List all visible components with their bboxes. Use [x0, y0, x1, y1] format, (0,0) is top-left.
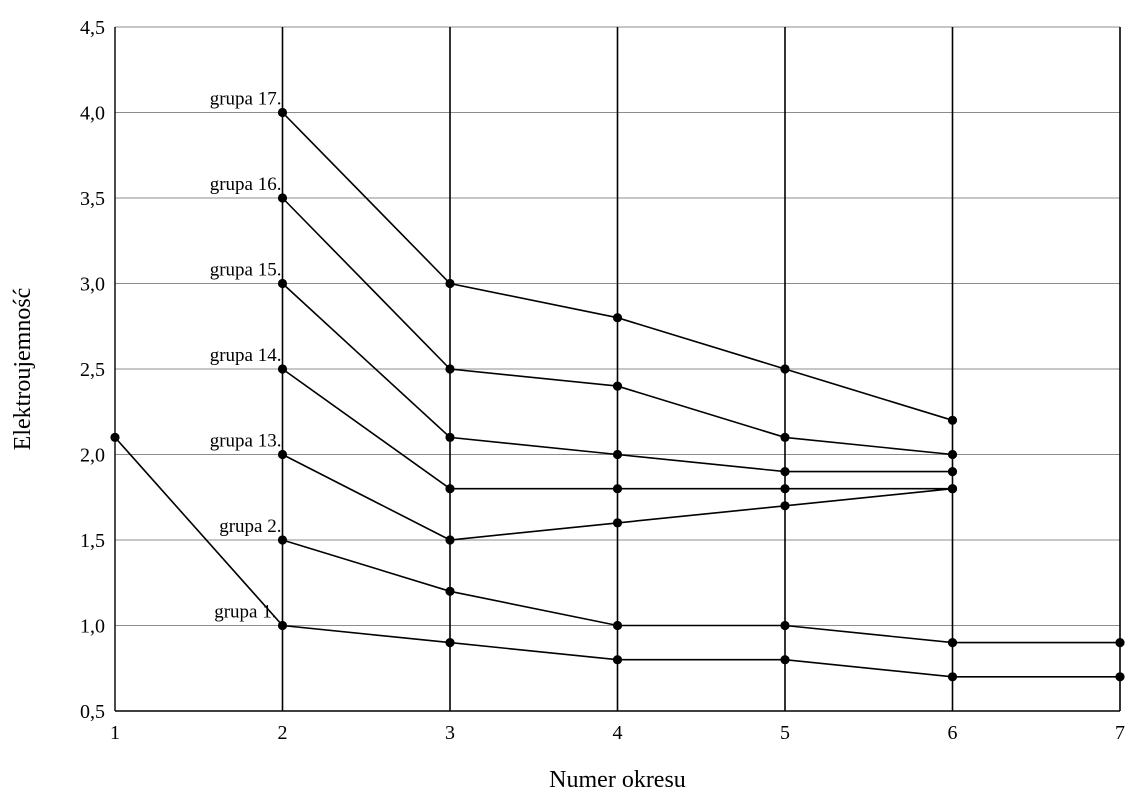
data-point — [1115, 638, 1125, 648]
x-tick-label: 6 — [948, 722, 958, 744]
data-point — [445, 364, 455, 374]
data-point — [612, 449, 623, 460]
y-tick-label: 4,0 — [80, 103, 105, 125]
data-point — [780, 484, 790, 494]
series-label: grupa 13. — [210, 431, 282, 452]
x-tick-label: 2 — [278, 722, 288, 744]
series-line — [282, 539, 1120, 644]
data-points — [110, 107, 1125, 682]
data-point — [780, 501, 790, 511]
x-tick-label: 4 — [613, 722, 623, 744]
data-point — [780, 432, 790, 442]
series-label: grupa 14. — [210, 345, 282, 366]
series-label: grupa 16. — [210, 174, 282, 195]
data-point — [277, 193, 288, 203]
data-point — [947, 672, 958, 682]
series-labels: grupa 1. grupa 2. grupa 13. grupa 14. grupa … — [210, 89, 282, 623]
data-point — [110, 432, 120, 442]
data-point — [445, 638, 455, 648]
series-label: grupa 17. — [210, 89, 282, 110]
data-point — [277, 449, 288, 460]
data-point — [780, 364, 790, 374]
data-point — [445, 484, 455, 494]
axes — [114, 27, 1120, 712]
data-point — [947, 449, 958, 460]
y-axis-title: Elektroujemność — [10, 288, 36, 451]
data-point — [277, 535, 288, 545]
data-point — [780, 620, 790, 631]
data-point — [780, 655, 790, 665]
data-point — [1115, 672, 1125, 682]
data-point — [445, 278, 455, 289]
data-point — [612, 381, 623, 391]
data-point — [277, 107, 288, 118]
y-tick-label: 1,5 — [80, 530, 105, 552]
y-tick-label: 4,5 — [80, 17, 105, 39]
y-tick-label: 2,0 — [80, 445, 105, 467]
y-tick-label: 2,5 — [80, 359, 105, 381]
series-label: grupa 1. — [214, 602, 276, 623]
y-tick-label: 1,0 — [80, 616, 105, 638]
series-label: grupa 2. — [219, 516, 281, 537]
data-point — [947, 415, 958, 425]
data-point — [947, 638, 958, 648]
data-point — [612, 655, 623, 665]
data-point — [612, 313, 623, 323]
data-point — [277, 278, 288, 289]
data-point — [612, 620, 623, 631]
x-axis-title: Numer okresu — [549, 767, 686, 793]
data-point — [277, 620, 288, 631]
x-tick-label: 1 — [110, 722, 120, 744]
data-point — [947, 467, 958, 477]
x-tick-label: 3 — [445, 722, 455, 744]
data-point — [445, 432, 455, 442]
y-tick-label: 0,5 — [80, 701, 105, 723]
tick-labels: 0,5 1,0 1,5 2,0 2,5 3,0 3,5 4,0 4,5 1 2 3 4 5 6 7 — [80, 17, 1125, 744]
x-tick-label: 5 — [780, 722, 790, 744]
data-point — [445, 586, 455, 596]
y-tick-label: 3,5 — [80, 188, 105, 210]
data-point — [277, 364, 288, 374]
y-tick-label: 3,0 — [80, 274, 105, 296]
data-point — [947, 484, 958, 494]
series-label: grupa 15. — [210, 260, 282, 281]
data-point — [612, 484, 623, 494]
data-point — [780, 467, 790, 477]
data-point — [612, 518, 623, 528]
data-point — [445, 535, 455, 545]
x-tick-label: 7 — [1115, 722, 1125, 744]
